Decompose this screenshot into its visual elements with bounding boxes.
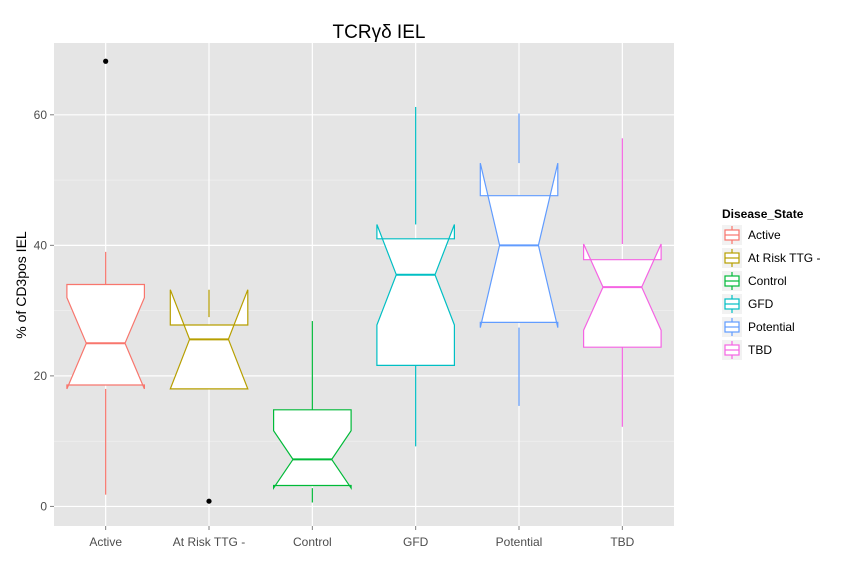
x-tick-label: At Risk TTG -	[173, 535, 245, 549]
legend-key: Active	[722, 225, 781, 245]
legend-label: Active	[748, 228, 781, 242]
legend-title: Disease_State	[722, 207, 804, 221]
box-at-risk-ttg	[169, 289, 249, 504]
legend-key: Control	[722, 271, 787, 291]
legend-label: Control	[748, 274, 787, 288]
box-control	[273, 321, 352, 503]
y-tick-label: 40	[34, 238, 48, 252]
x-tick-label: Potential	[496, 535, 543, 549]
notched-box	[66, 283, 145, 390]
legend-key: At Risk TTG -	[722, 248, 820, 268]
legend-key: Potential	[722, 317, 795, 337]
outlier-point	[103, 58, 109, 64]
legend-label: TBD	[748, 343, 772, 357]
x-tick-label: Control	[293, 535, 332, 549]
notched-box	[273, 409, 352, 491]
x-tick-label: Active	[89, 535, 122, 549]
legend-label: Potential	[748, 320, 795, 334]
box-active	[66, 58, 145, 495]
notched-box	[376, 224, 455, 366]
box-series	[66, 58, 662, 504]
legend-label: GFD	[748, 297, 774, 311]
y-tick-label: 60	[34, 108, 48, 122]
notched-box	[582, 243, 662, 348]
legend-key: TBD	[722, 340, 772, 360]
box-potential	[479, 113, 559, 406]
outlier-point	[206, 498, 212, 504]
x-tick-label: GFD	[403, 535, 429, 549]
plot-panel	[54, 43, 674, 526]
x-axis: Active At Risk TTG - Control GFD Potential TB…	[89, 526, 635, 549]
legend-label: At Risk TTG -	[748, 251, 820, 265]
box-gfd	[376, 106, 455, 447]
y-tick-label: 0	[40, 499, 47, 513]
y-axis: 0 20 40 60	[34, 108, 54, 513]
legend-key: GFD	[722, 294, 774, 314]
box-tbd	[582, 138, 662, 427]
y-tick-label: 20	[34, 369, 48, 383]
x-tick-label: TBD	[610, 535, 634, 549]
legend: Disease_State Active At Risk TTG - Control…	[722, 207, 820, 360]
chart-title: TCRγδ IEL	[333, 22, 426, 43]
y-axis-title: % of CD3pos IEL	[13, 231, 29, 339]
